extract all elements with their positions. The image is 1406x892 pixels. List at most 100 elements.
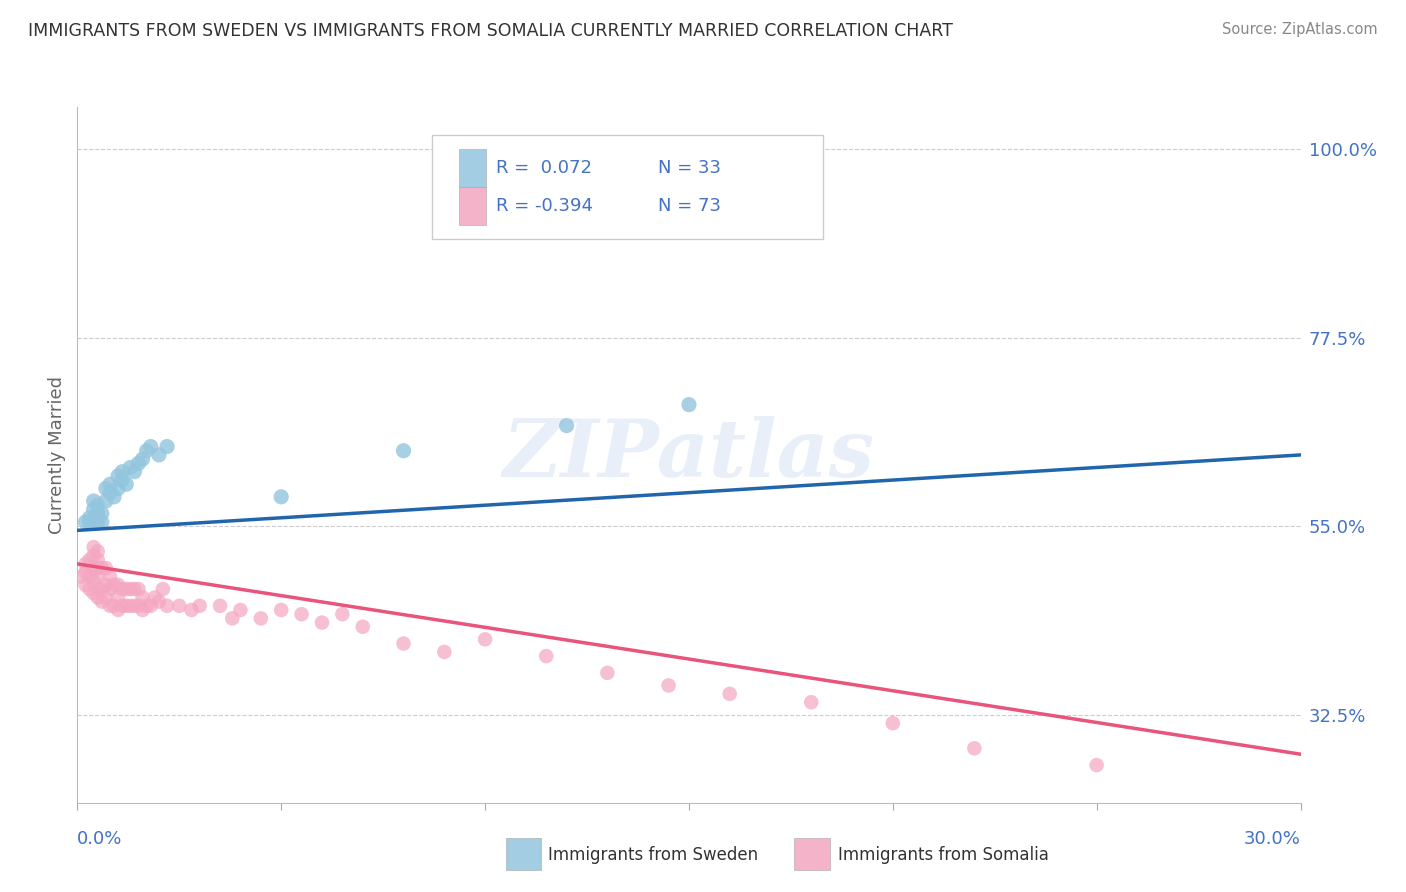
Text: Immigrants from Sweden: Immigrants from Sweden bbox=[548, 846, 758, 863]
Point bbox=[678, 398, 700, 412]
Point bbox=[229, 603, 252, 617]
Point bbox=[718, 687, 741, 701]
Point bbox=[90, 594, 112, 608]
Point bbox=[87, 544, 110, 558]
Point bbox=[120, 460, 142, 475]
Point bbox=[79, 552, 101, 566]
Point bbox=[83, 540, 105, 554]
Point bbox=[332, 607, 354, 622]
Point bbox=[70, 569, 93, 583]
Text: Source: ZipAtlas.com: Source: ZipAtlas.com bbox=[1222, 22, 1378, 37]
Point bbox=[250, 611, 273, 625]
Point bbox=[87, 569, 110, 583]
Text: 30.0%: 30.0% bbox=[1244, 830, 1301, 847]
Point bbox=[127, 599, 149, 613]
Point bbox=[94, 482, 117, 496]
Point bbox=[1085, 758, 1108, 772]
Point bbox=[107, 482, 129, 496]
Point bbox=[87, 507, 110, 521]
Point bbox=[127, 456, 149, 470]
Point bbox=[87, 498, 110, 512]
Point bbox=[124, 599, 146, 613]
Point bbox=[392, 636, 415, 650]
Point bbox=[94, 591, 117, 605]
Point bbox=[148, 448, 170, 462]
Point bbox=[103, 599, 125, 613]
Text: IMMIGRANTS FROM SWEDEN VS IMMIGRANTS FROM SOMALIA CURRENTLY MARRIED CORRELATION : IMMIGRANTS FROM SWEDEN VS IMMIGRANTS FRO… bbox=[28, 22, 953, 40]
Point bbox=[94, 578, 117, 592]
Point bbox=[75, 515, 97, 529]
Point bbox=[90, 515, 112, 529]
Point bbox=[156, 599, 179, 613]
Point bbox=[107, 578, 129, 592]
Point bbox=[658, 678, 681, 692]
Point bbox=[83, 574, 105, 588]
Point bbox=[131, 452, 153, 467]
Point bbox=[180, 603, 202, 617]
Point bbox=[79, 515, 101, 529]
Point bbox=[98, 485, 121, 500]
Point bbox=[143, 591, 166, 605]
Text: N = 33: N = 33 bbox=[658, 159, 721, 177]
Point bbox=[107, 603, 129, 617]
Point bbox=[290, 607, 312, 622]
Point bbox=[963, 741, 986, 756]
Point bbox=[87, 515, 110, 529]
Point bbox=[115, 477, 138, 491]
Point bbox=[83, 549, 105, 563]
Point bbox=[79, 582, 101, 596]
Point bbox=[131, 591, 153, 605]
Point bbox=[208, 599, 231, 613]
Point bbox=[87, 582, 110, 596]
Point bbox=[115, 599, 138, 613]
Text: R = -0.394: R = -0.394 bbox=[496, 197, 593, 215]
Point bbox=[152, 582, 174, 596]
Point bbox=[534, 649, 557, 664]
Point bbox=[90, 507, 112, 521]
Point bbox=[75, 557, 97, 571]
Point bbox=[94, 494, 117, 508]
Point bbox=[90, 582, 112, 596]
Point bbox=[111, 582, 134, 596]
Point bbox=[115, 582, 138, 596]
Point bbox=[124, 582, 146, 596]
Point bbox=[148, 594, 170, 608]
Point bbox=[79, 569, 101, 583]
Point bbox=[111, 465, 134, 479]
FancyBboxPatch shape bbox=[458, 149, 486, 187]
Point bbox=[392, 443, 415, 458]
Point bbox=[120, 582, 142, 596]
Point bbox=[800, 695, 823, 709]
Point bbox=[188, 599, 211, 613]
Point bbox=[98, 477, 121, 491]
Point bbox=[156, 440, 179, 454]
Point bbox=[83, 502, 105, 516]
Point bbox=[111, 473, 134, 487]
Point bbox=[124, 465, 146, 479]
Point bbox=[759, 154, 782, 169]
FancyBboxPatch shape bbox=[458, 187, 486, 226]
Point bbox=[98, 582, 121, 596]
Point bbox=[135, 443, 157, 458]
Point bbox=[107, 468, 129, 483]
Point bbox=[131, 603, 153, 617]
Point bbox=[87, 591, 110, 605]
Point bbox=[311, 615, 333, 630]
Point bbox=[270, 603, 292, 617]
Point bbox=[79, 510, 101, 524]
Point bbox=[433, 645, 456, 659]
Point bbox=[103, 490, 125, 504]
Point bbox=[596, 665, 619, 680]
Point bbox=[169, 599, 191, 613]
Text: Immigrants from Somalia: Immigrants from Somalia bbox=[838, 846, 1049, 863]
Point bbox=[83, 494, 105, 508]
FancyBboxPatch shape bbox=[432, 135, 824, 239]
Point bbox=[87, 552, 110, 566]
Y-axis label: Currently Married: Currently Married bbox=[48, 376, 66, 534]
Point bbox=[120, 599, 142, 613]
Point bbox=[107, 591, 129, 605]
Point bbox=[139, 599, 162, 613]
Point bbox=[75, 578, 97, 592]
Point bbox=[90, 561, 112, 575]
Point bbox=[139, 440, 162, 454]
